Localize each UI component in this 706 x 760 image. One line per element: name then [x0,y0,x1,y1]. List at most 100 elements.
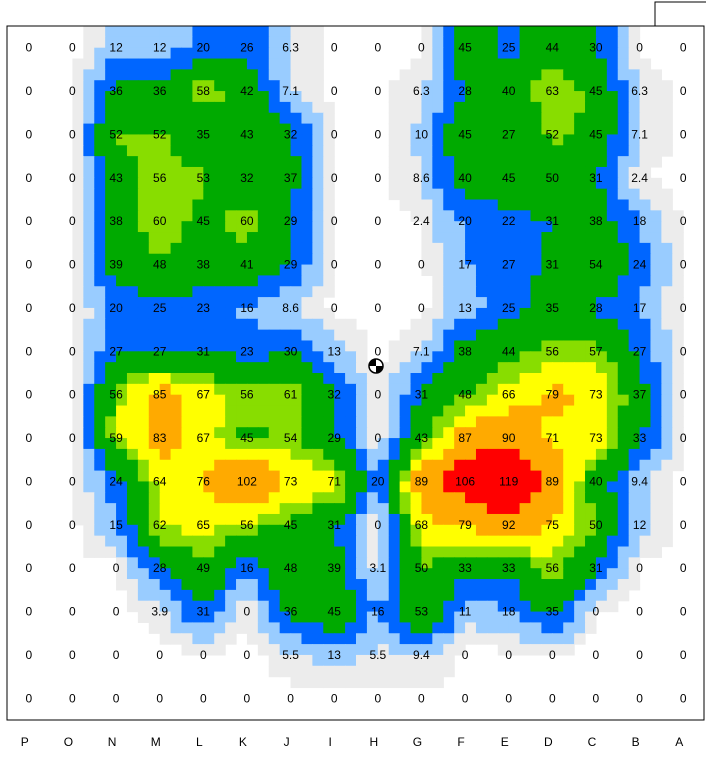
heatmap-cell [72,101,84,114]
heatmap-cell [606,405,619,417]
heatmap-cell [628,405,641,417]
heatmap-cell [214,221,226,233]
cell-value-label: 28 [458,84,472,98]
heatmap-cell [159,481,172,493]
heatmap-cell [519,351,532,363]
heatmap-cell [552,134,564,146]
cell-value-label: 57 [589,344,603,358]
heatmap-cell [661,210,673,222]
heatmap-cell [454,80,466,92]
heatmap-cell [203,438,215,450]
heatmap-cell [94,242,106,255]
heatmap-cell [639,242,652,255]
heatmap-cell [661,318,673,331]
heatmap-cell [257,427,270,439]
heatmap-cell [312,199,324,211]
heatmap-cell [486,286,499,298]
heatmap-cell [552,307,564,320]
cell-value-label: 41 [240,258,254,272]
cell-value-label: 71 [328,474,342,488]
cell-value-label: 0 [25,171,32,185]
heatmap-cell [170,80,183,92]
heatmap-cell [432,676,444,689]
heatmap-cell [530,633,543,645]
heatmap-cell [203,112,215,125]
heatmap-cell [661,351,673,363]
heatmap-cell [421,383,433,396]
heatmap-cell [159,177,172,190]
heatmap-cell [399,373,412,385]
heatmap-cell [650,112,662,125]
heatmap-cell [290,459,303,472]
heatmap-cell [290,644,303,656]
x-tick-label: N [108,735,117,749]
heatmap-cell [475,36,488,49]
heatmap-cell [628,188,641,201]
heatmap-cell [236,275,248,287]
heatmap-cell [541,177,553,190]
heatmap-cell [301,383,313,396]
heatmap-cell [519,286,532,298]
heatmap-cell [585,58,597,70]
heatmap-cell [617,589,630,602]
heatmap-cell [137,318,150,331]
heatmap-cell [552,611,564,623]
heatmap-cell [159,340,172,352]
heatmap-cell [606,199,619,211]
cell-value-label: 0 [331,258,338,272]
heatmap-cell [595,524,608,537]
cell-value-label: 0 [200,691,207,705]
heatmap-cell [672,340,684,352]
heatmap-cell [83,134,95,146]
x-tick-label: K [239,735,247,749]
heatmap-cell [214,438,226,450]
cell-value-label: 0 [69,605,76,619]
heatmap-cell [268,513,281,526]
heatmap-cell [650,318,662,331]
cell-value-label: 0 [69,41,76,55]
heatmap-cell [137,210,150,222]
heatmap-cell [94,177,106,190]
heatmap-cell [116,405,128,417]
heatmap-cell [486,58,499,70]
heatmap-cell [323,600,335,613]
heatmap-cell [257,47,270,60]
heatmap-cell [563,524,575,537]
heatmap-cell [508,286,521,298]
heatmap-cell [432,492,444,504]
heatmap-cell [105,394,117,407]
heatmap-cell [650,438,662,450]
heatmap-cell [83,199,95,211]
heatmap-cell [225,58,237,70]
heatmap-cell [563,644,575,656]
heatmap-cell [312,383,324,396]
heatmap-cell [159,383,172,396]
heatmap-cell [497,546,510,558]
heatmap-cell [388,177,401,190]
heatmap-cell [225,481,237,493]
heatmap-cell [192,524,204,537]
heatmap-cell [432,307,444,320]
heatmap-cell [148,253,161,266]
heatmap-cell [356,351,368,363]
heatmap-cell [454,633,466,645]
heatmap-cell [105,156,117,168]
heatmap-cell [148,156,161,168]
heatmap-cell [345,513,357,526]
heatmap-cell [83,58,95,70]
heatmap-cell [170,513,183,526]
heatmap-cell [159,307,172,320]
heatmap-cell [366,589,379,602]
heatmap-cell [486,232,499,244]
heatmap-cell [541,503,553,515]
heatmap-cell [323,177,335,190]
cell-value-label: 59 [109,431,123,445]
heatmap-cell [279,546,292,558]
heatmap-cell [432,329,444,342]
heatmap-cell [181,123,194,136]
heatmap-cell [323,427,335,439]
heatmap-cell [312,156,324,168]
cell-value-label: 27 [153,344,167,358]
heatmap-cell [323,383,335,396]
heatmap-cell [563,633,575,645]
